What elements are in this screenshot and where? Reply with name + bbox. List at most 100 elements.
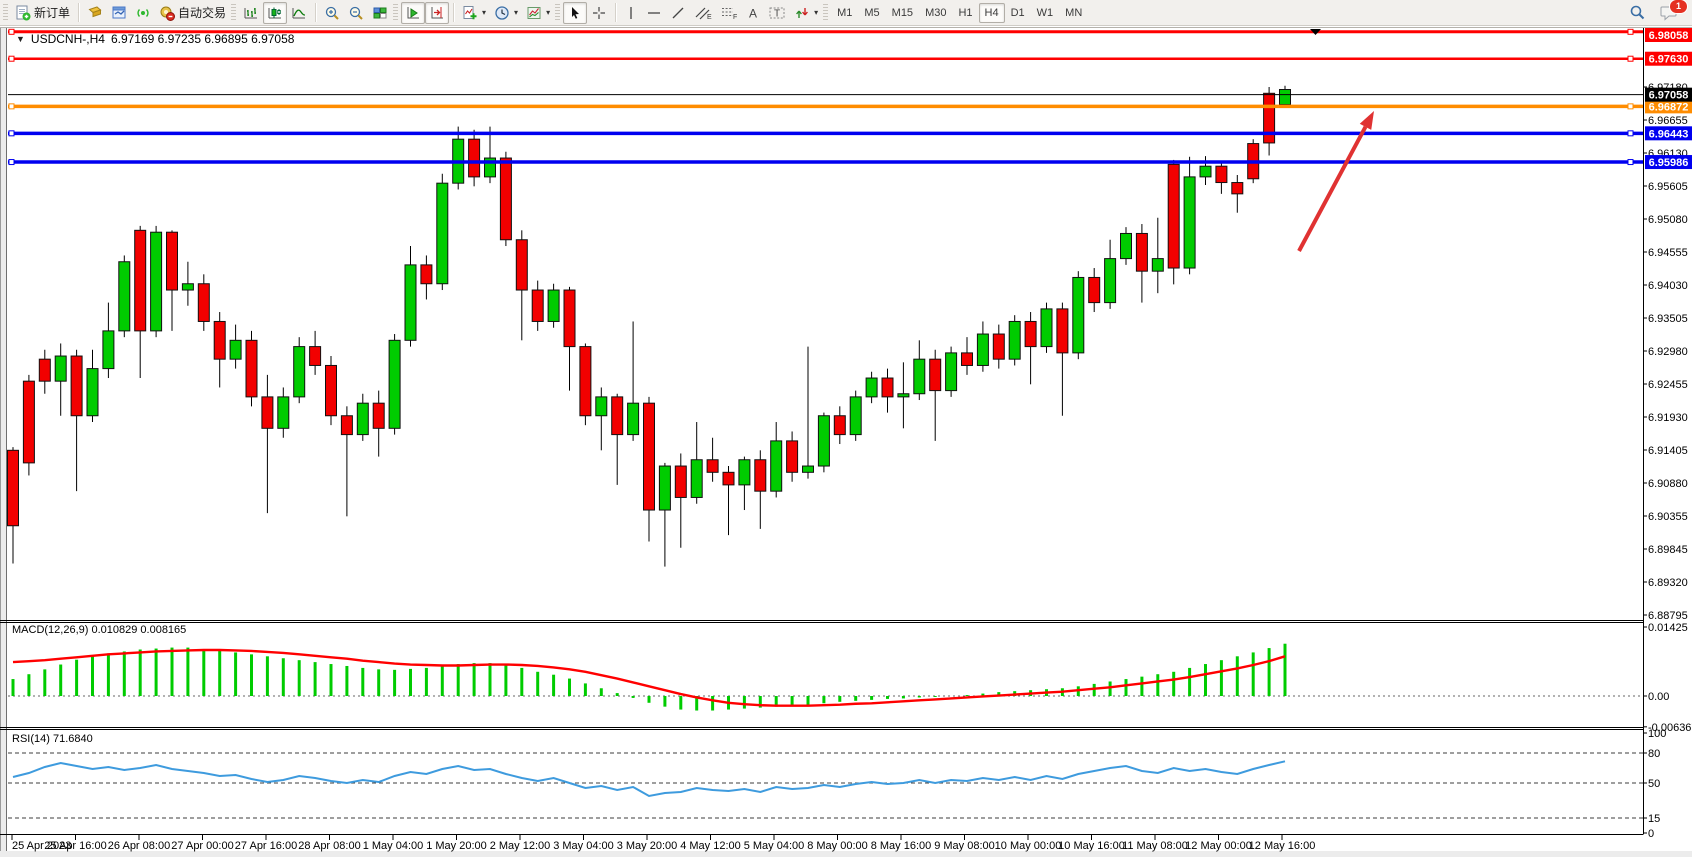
zoom-out-icon (349, 6, 363, 20)
toolbar-grip[interactable] (3, 3, 8, 22)
trendline-icon (672, 7, 684, 18)
zoom-in-button[interactable] (320, 2, 344, 24)
zoom-out-button[interactable] (344, 2, 368, 24)
timeframe-m5-button[interactable]: M5 (864, 6, 880, 19)
price-axis-tag (1645, 99, 1692, 114)
fibonacci-tool-button[interactable]: F (716, 2, 742, 24)
candle-body (627, 402, 640, 436)
toolbar-grip[interactable] (555, 3, 561, 22)
chart-dropdown-icon[interactable]: ▼ (16, 34, 25, 44)
search-button[interactable] (1625, 2, 1650, 24)
auto-trading-button[interactable]: 自动交易 (155, 2, 230, 24)
candle-body (897, 393, 910, 398)
time-axis-label: 8 May 00:00 (807, 840, 868, 852)
label-tool-button[interactable]: T (764, 2, 790, 24)
time-axis-label: 2 May 12:00 (490, 840, 551, 852)
toolbar-grip[interactable] (823, 3, 829, 22)
toolbar-grip[interactable] (393, 3, 399, 22)
candle-body (1024, 320, 1037, 348)
candle-body (118, 261, 131, 332)
timeframe-h4-button[interactable]: H4 (978, 2, 1005, 23)
hline-handle-right[interactable] (1627, 28, 1634, 35)
horizontal-line-tool-button[interactable] (642, 2, 666, 24)
timeframe-m30-button[interactable]: M30 (925, 6, 947, 19)
toolbar-separator (78, 3, 80, 22)
indicators-button[interactable]: ▾ (458, 2, 490, 24)
periods-button[interactable]: ▾ (490, 2, 522, 24)
timeframe-d1-button[interactable]: D1 (1010, 6, 1025, 19)
vertical-line-tool-button[interactable] (620, 2, 642, 24)
candlestick-chart-button[interactable] (263, 1, 288, 24)
candle-body (356, 402, 369, 436)
crosshair-button[interactable] (587, 2, 611, 24)
time-axis-label: 1 May 20:00 (426, 840, 487, 852)
candle-body (1120, 232, 1132, 260)
candle-body (197, 283, 210, 322)
candlestick-chart-icon (268, 7, 282, 18)
macd-axis-tick-label: 0.01425 (1648, 622, 1688, 634)
hline-handle-right[interactable] (1627, 103, 1634, 110)
candle-body (881, 377, 894, 398)
chat-button[interactable]: 1 (1656, 0, 1688, 24)
equidistant-channel-tool-button[interactable]: E (690, 2, 716, 24)
hline-handle-left[interactable] (8, 130, 15, 137)
price-axis-tag (1645, 126, 1692, 141)
hline-handle-right[interactable] (1627, 130, 1634, 137)
crosshair-icon (593, 6, 606, 19)
price-axis-tag-label: 6.96443 (1649, 128, 1689, 140)
hline-handle-left[interactable] (8, 103, 15, 110)
signals-button[interactable] (131, 2, 155, 24)
time-axis-label: 28 Apr 08:00 (298, 840, 360, 852)
candle-body (945, 352, 958, 392)
rsi-axis-tick-label: 50 (1648, 778, 1660, 790)
toolbar-grip[interactable] (231, 3, 237, 22)
hline-handle-right[interactable] (1627, 159, 1634, 166)
text-tool-button[interactable]: A (742, 2, 764, 24)
chart-title: ▼ USDCNH-,H4 6.97169 6.97235 6.96895 6.9… (16, 32, 294, 46)
arrows-tool-button[interactable]: ▾ (790, 2, 822, 24)
timeframe-w1-button[interactable]: W1 (1036, 6, 1054, 19)
price-axis-tag-label: 6.98058 (1649, 30, 1689, 42)
tile-windows-button[interactable] (368, 2, 392, 24)
new-order-button[interactable]: 新订单 (11, 2, 74, 24)
hline-handle-left[interactable] (8, 28, 15, 35)
market-watch-button[interactable] (83, 2, 107, 24)
timeframe-mn-button[interactable]: MN (1065, 6, 1083, 19)
toolbar-separator (315, 3, 317, 22)
cursor-button[interactable] (563, 1, 588, 24)
rsi-axis-tick-label: 0 (1648, 828, 1654, 840)
line-chart-button[interactable] (287, 2, 311, 24)
templates-button[interactable]: ▾ (522, 2, 554, 24)
price-axis-tick-label: 6.94555 (1648, 247, 1688, 259)
rsi-axis-tick-label: 100 (1648, 728, 1666, 740)
new-order-icon (16, 5, 31, 20)
chart-shift-marker[interactable] (1310, 29, 1321, 35)
window-left-border (0, 28, 7, 857)
candle-body (1040, 308, 1053, 348)
price-axis-tick-label: 6.91405 (1648, 445, 1688, 457)
trend-arrow-head[interactable] (1359, 111, 1374, 130)
candle-body (134, 229, 147, 332)
candle-body (1263, 92, 1276, 144)
candle-body (976, 333, 989, 366)
timeframe-m15-button[interactable]: M15 (891, 6, 914, 19)
candle-body (468, 138, 481, 178)
trend-arrow-line[interactable] (1297, 125, 1368, 252)
time-axis-label: 25 Apr 2023 (12, 840, 71, 852)
chart-shift-button[interactable] (425, 1, 450, 24)
hline-handle-right[interactable] (1627, 55, 1634, 62)
auto-scroll-button[interactable] (401, 1, 426, 24)
timeframe-h1-button[interactable]: H1 (958, 6, 973, 19)
candle-body (817, 415, 830, 467)
data-window-button[interactable] (107, 2, 131, 24)
chevron-down-icon: ▾ (814, 8, 819, 17)
timeframe-m1-button[interactable]: M1 (837, 6, 853, 19)
macd-axis-tick-label: -0.006367 (1648, 722, 1692, 734)
trendline-tool-button[interactable] (666, 2, 690, 24)
bar-chart-button[interactable] (239, 2, 263, 24)
time-axis-label: 27 Apr 16:00 (235, 840, 297, 852)
hline-handle-left[interactable] (8, 55, 15, 62)
hline-handle-left[interactable] (8, 159, 15, 166)
candle-body (54, 355, 67, 382)
